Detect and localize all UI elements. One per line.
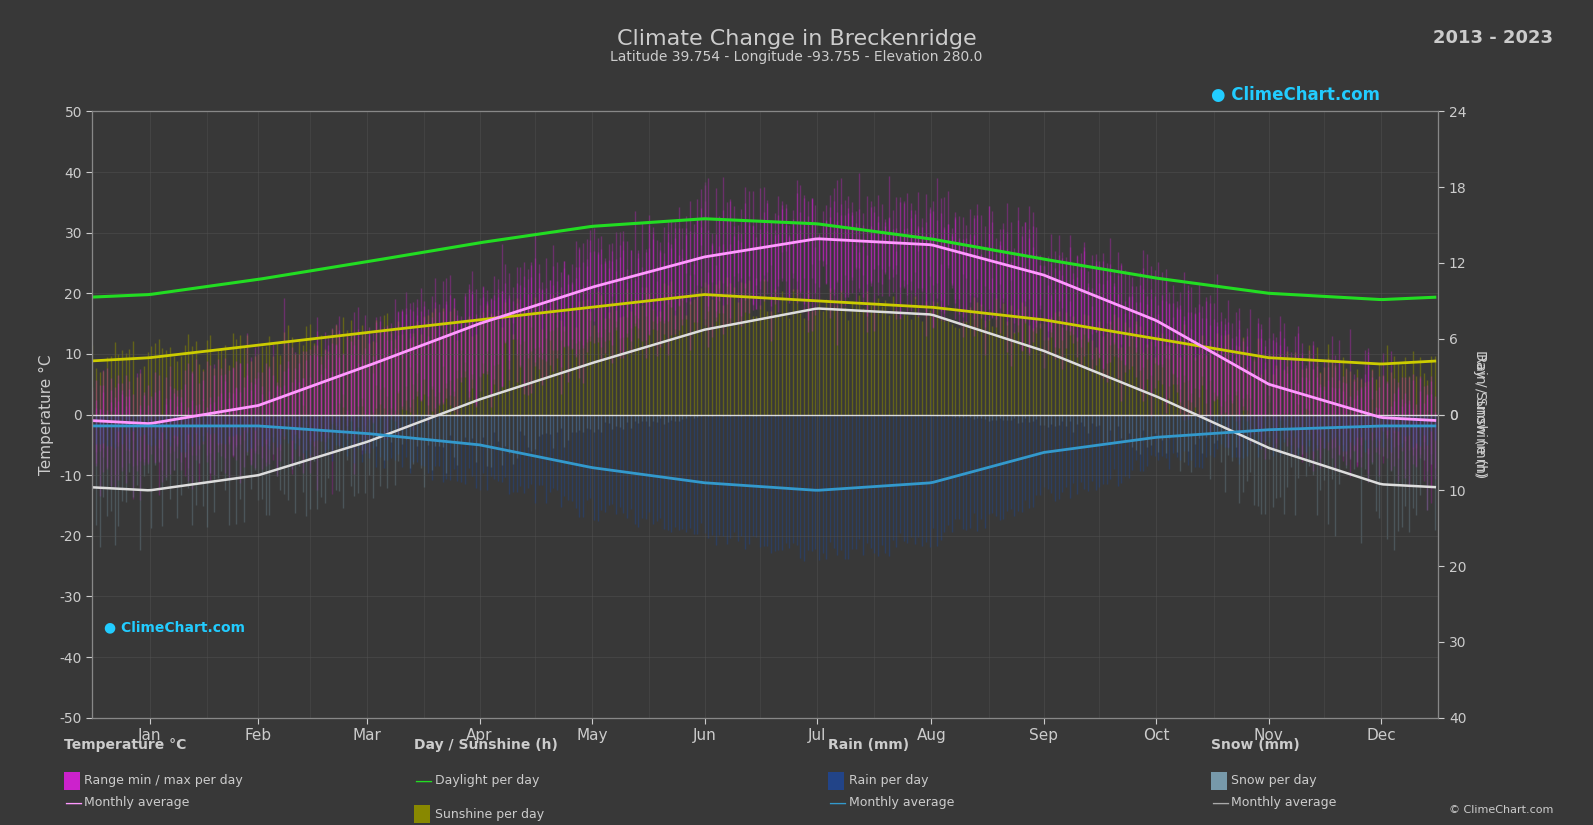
Text: —: — <box>1211 794 1228 812</box>
Text: Sunshine per day: Sunshine per day <box>435 808 545 821</box>
Text: ● ClimeChart.com: ● ClimeChart.com <box>1211 86 1380 104</box>
Text: Monthly average: Monthly average <box>84 796 190 809</box>
Text: —: — <box>414 771 432 790</box>
Text: Monthly average: Monthly average <box>1231 796 1337 809</box>
Text: Range min / max per day: Range min / max per day <box>84 774 244 787</box>
Text: Snow (mm): Snow (mm) <box>1211 738 1300 752</box>
Text: 2013 - 2023: 2013 - 2023 <box>1434 29 1553 47</box>
Text: Day / Sunshine (h): Day / Sunshine (h) <box>414 738 558 752</box>
Y-axis label: Rain / Snow (mm): Rain / Snow (mm) <box>1474 353 1488 476</box>
Text: Rain per day: Rain per day <box>849 774 929 787</box>
Y-axis label: Temperature °C: Temperature °C <box>38 354 54 475</box>
Text: —: — <box>828 794 846 812</box>
Text: Latitude 39.754 - Longitude -93.755 - Elevation 280.0: Latitude 39.754 - Longitude -93.755 - El… <box>610 50 983 64</box>
Text: ● ClimeChart.com: ● ClimeChart.com <box>104 620 245 634</box>
Text: Daylight per day: Daylight per day <box>435 774 540 787</box>
Text: —: — <box>64 794 81 812</box>
Text: Temperature °C: Temperature °C <box>64 738 186 752</box>
Text: Monthly average: Monthly average <box>849 796 954 809</box>
Text: Climate Change in Breckenridge: Climate Change in Breckenridge <box>616 29 977 49</box>
Y-axis label: Day / Sunshine (h): Day / Sunshine (h) <box>1474 351 1488 478</box>
Text: Snow per day: Snow per day <box>1231 774 1317 787</box>
Text: Rain (mm): Rain (mm) <box>828 738 910 752</box>
Text: © ClimeChart.com: © ClimeChart.com <box>1448 805 1553 815</box>
